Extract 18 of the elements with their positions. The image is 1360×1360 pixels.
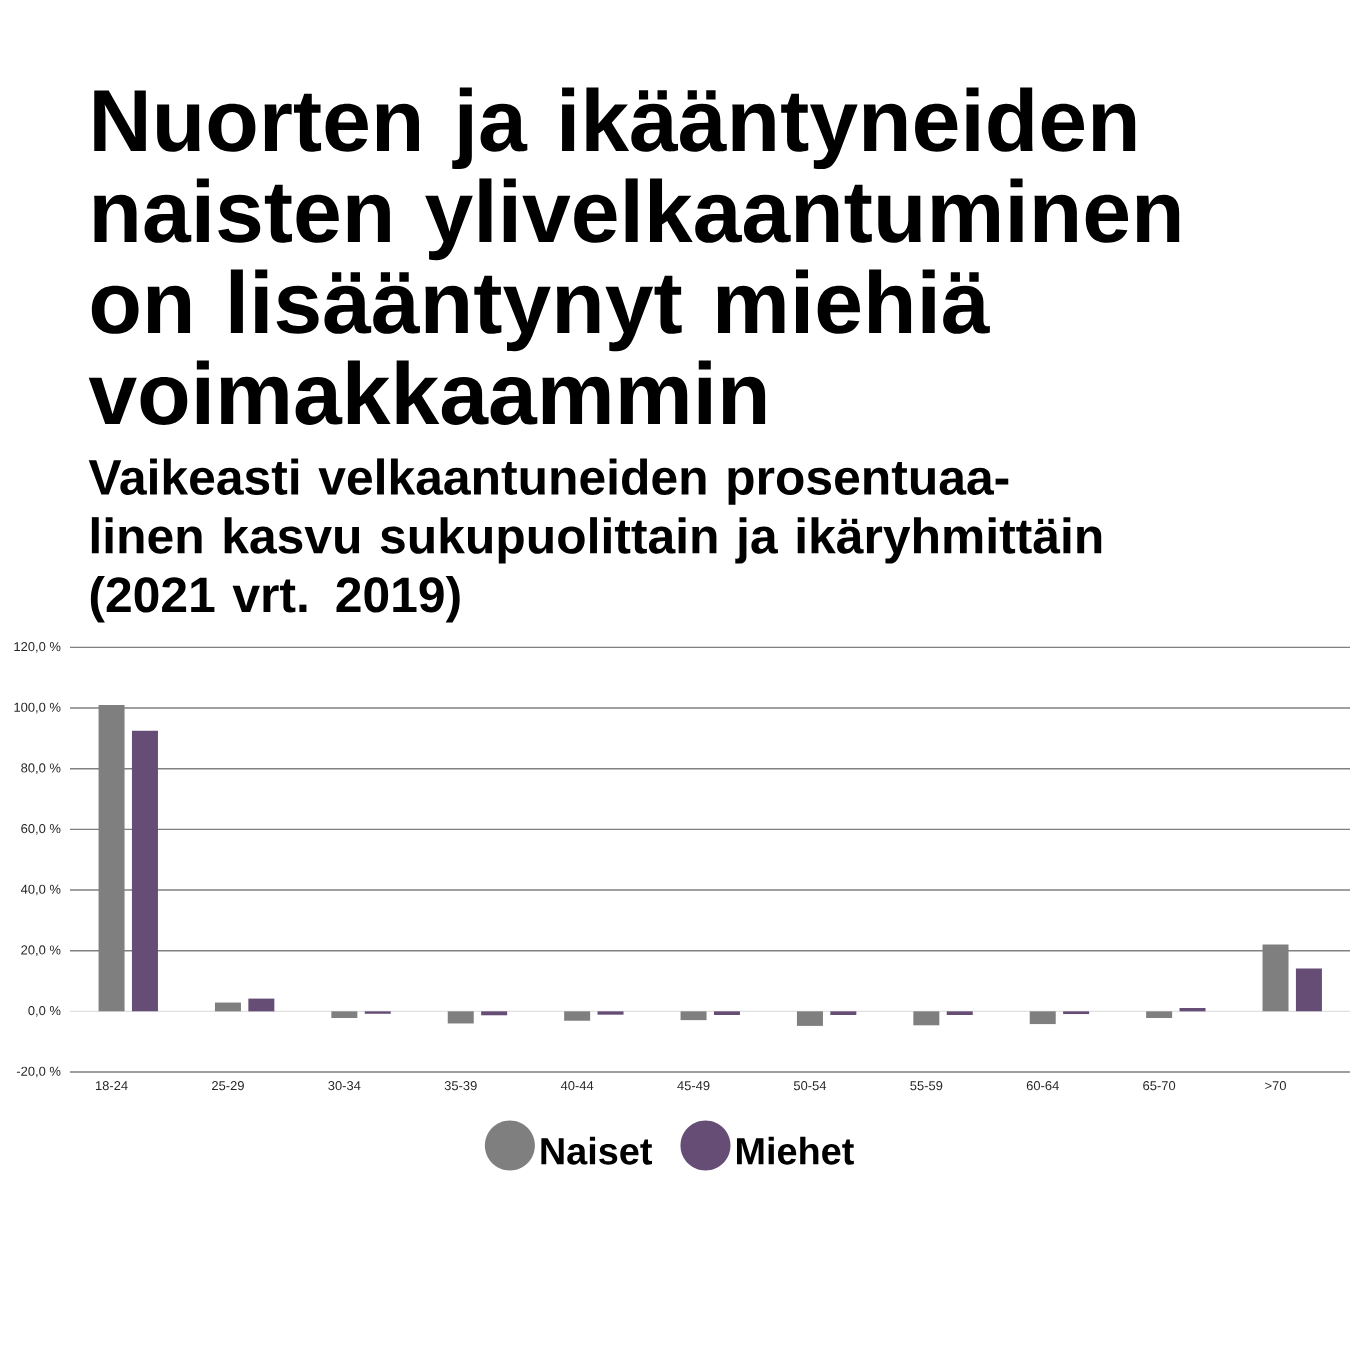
legend-label: Naiset	[541, 1136, 652, 1165]
chart-subtitle: Vaikeasti velkaantuneiden prosentuaa-linen kasvu sukupuolittain ja ikäryhmittäin (2021 vrt. 2019)	[88, 458, 1102, 623]
bar	[796, 1011, 823, 1026]
bar	[98, 705, 125, 1012]
bar	[1146, 1011, 1173, 1019]
bar	[248, 998, 275, 1012]
bar	[1262, 944, 1289, 1012]
bar	[1295, 968, 1322, 1012]
bar	[680, 1011, 707, 1021]
bar	[214, 1002, 241, 1012]
bar	[564, 1011, 591, 1021]
bar	[131, 730, 158, 1012]
legend-label: Miehet	[736, 1136, 854, 1165]
bar	[913, 1011, 940, 1026]
bar	[1029, 1011, 1056, 1025]
bar	[331, 1011, 358, 1019]
chart-title: Nuorten ja ikääntyneiden naisten ylivelkaantuminen on lisääntynyt miehiä voimakkaammin	[88, 87, 1180, 425]
bar	[447, 1011, 474, 1024]
